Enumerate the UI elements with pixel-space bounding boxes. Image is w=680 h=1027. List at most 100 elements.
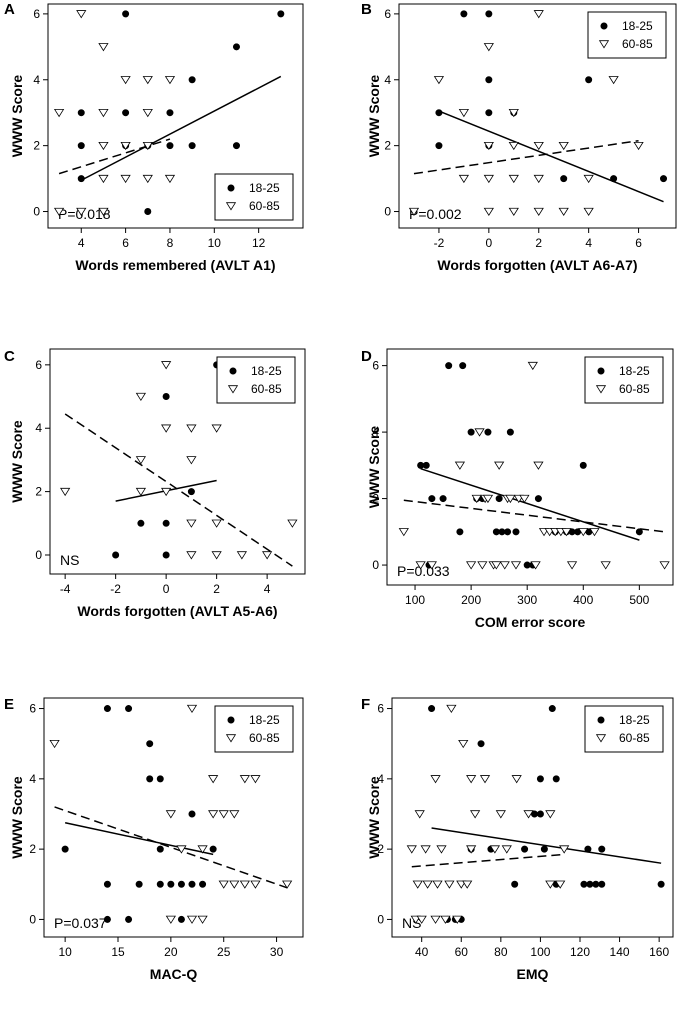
data-point-younger <box>456 528 464 536</box>
legend: 18-25 60-85 <box>216 356 296 404</box>
data-point-older <box>287 519 298 528</box>
data-point-younger <box>586 880 594 888</box>
x-axis-title: MAC-Q <box>150 966 198 982</box>
x-tick-label: 10 <box>58 945 72 959</box>
y-tick-label: 0 <box>33 205 40 219</box>
data-point-older <box>218 810 229 819</box>
data-point-older <box>519 494 530 504</box>
data-point-younger <box>77 109 85 117</box>
legend-marker-younger <box>597 367 605 375</box>
legend-marker-older <box>225 734 237 743</box>
data-point-older <box>186 704 198 714</box>
data-point-older <box>483 43 494 52</box>
x-tick-label: 4 <box>585 236 592 250</box>
y-tick-label: 6 <box>372 359 379 373</box>
data-point-younger <box>156 845 164 853</box>
data-point-older <box>608 76 619 85</box>
y-tick-label: 2 <box>384 139 391 153</box>
data-point-younger <box>477 740 485 748</box>
data-point-younger <box>146 740 154 748</box>
data-point-younger <box>585 76 593 84</box>
legend-box <box>584 705 664 753</box>
data-point-older <box>483 207 494 217</box>
plot-frame-d <box>386 348 674 586</box>
data-point-older <box>414 810 425 819</box>
data-point-younger <box>188 76 196 84</box>
data-point-older <box>161 487 172 497</box>
data-point-younger <box>512 528 520 536</box>
data-point-younger <box>112 551 120 559</box>
y-tick-label: 2 <box>35 485 42 499</box>
data-point-younger <box>188 142 196 150</box>
data-point-older <box>527 361 538 371</box>
data-point-younger <box>209 845 217 853</box>
fit-line-younger <box>438 110 664 203</box>
panel-letter: B <box>361 1 372 18</box>
y-tick-label: 4 <box>384 73 391 87</box>
data-point-older <box>239 880 250 889</box>
data-point-older <box>120 141 131 151</box>
data-point-older <box>398 528 409 537</box>
legend-label: 60-85 <box>619 382 650 396</box>
data-point-older <box>508 174 519 184</box>
panel-d: 100 200 300 400 500 0 2 4 6 COM error score WWW Sc… <box>361 348 674 630</box>
data-point-older <box>49 739 60 749</box>
data-point-younger <box>485 10 493 18</box>
plot-frame-c <box>49 348 306 575</box>
legend: 18-25 60-85 <box>587 11 667 59</box>
data-point-older <box>494 461 505 470</box>
x-tick-label: 25 <box>217 945 231 959</box>
panel-c: -4 -2 0 2 4 0 2 4 6 Words forgotten (AVLT A5-A6) W… <box>4 348 306 619</box>
data-point-older <box>433 76 445 85</box>
data-point-older <box>545 810 556 819</box>
data-point-older <box>422 880 433 889</box>
data-point-younger <box>125 915 133 923</box>
data-point-older <box>211 519 222 528</box>
data-point-older <box>250 880 261 889</box>
y-axis-title: WWW Score <box>9 776 25 859</box>
y-tick-label: 0 <box>29 912 36 926</box>
data-point-younger <box>485 109 493 117</box>
data-point-younger <box>506 428 514 436</box>
data-point-older <box>186 551 197 560</box>
fit-line-younger <box>64 822 214 856</box>
data-point-older <box>161 424 172 433</box>
data-point-older <box>142 109 153 118</box>
legend-box <box>587 11 667 59</box>
x-tick-label: 160 <box>649 945 669 959</box>
data-point-younger <box>657 880 665 888</box>
data-point-older <box>482 494 494 504</box>
data-point-younger <box>428 495 436 503</box>
legend-label: 60-85 <box>622 37 653 51</box>
data-point-younger <box>504 528 512 536</box>
legend-box <box>214 173 294 221</box>
data-point-older <box>197 915 208 924</box>
data-point-older <box>164 174 176 184</box>
panel-letter: F <box>361 696 370 713</box>
legend-marker-older <box>595 734 607 743</box>
data-point-older <box>533 10 544 19</box>
data-point-younger <box>540 845 548 853</box>
data-point-younger <box>177 915 185 923</box>
data-point-older <box>583 207 594 217</box>
x-tick-label: -2 <box>110 582 121 596</box>
data-point-older <box>60 487 71 497</box>
data-point-younger <box>156 880 164 888</box>
legend-marker-older <box>595 385 607 394</box>
legend-label: 60-85 <box>251 382 282 396</box>
panel-letter: C <box>4 348 15 365</box>
data-point-younger <box>460 10 468 18</box>
data-point-younger <box>232 142 240 150</box>
legend-box <box>214 705 294 753</box>
x-tick-label: 2 <box>535 236 542 250</box>
x-tick-label: 15 <box>111 945 125 959</box>
data-point-older <box>120 174 131 184</box>
data-point-older <box>483 141 494 151</box>
fit-line-younger <box>431 827 662 864</box>
y-tick-label: 2 <box>372 492 379 506</box>
data-point-older <box>561 528 572 537</box>
x-tick-label: 500 <box>629 593 649 607</box>
fit-line-older <box>64 413 293 567</box>
stat-label: P=0.018 <box>58 206 111 222</box>
